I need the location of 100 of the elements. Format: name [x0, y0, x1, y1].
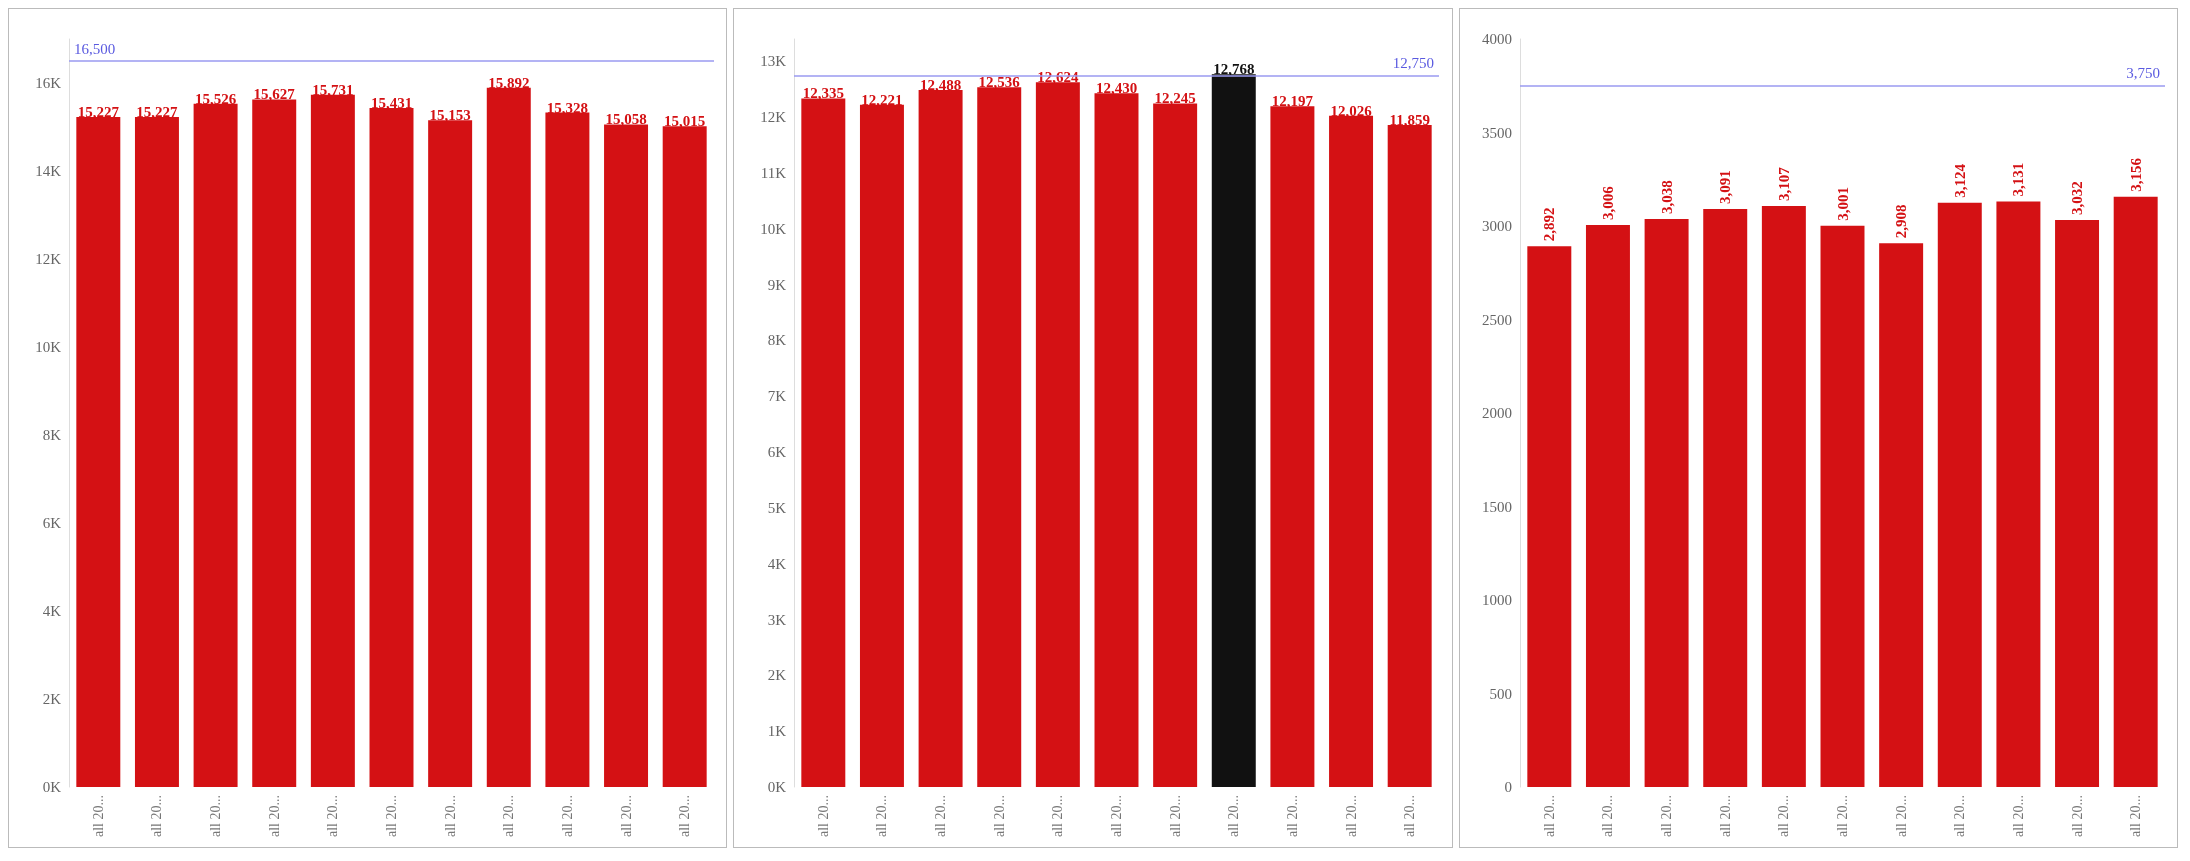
x-tick-label: all 20...: [1285, 795, 1301, 837]
data-label: 12,536: [978, 74, 1021, 91]
data-label: 11,859: [1389, 112, 1431, 129]
y-tick-label: 9K: [767, 276, 787, 293]
x-tick-label: all 20...: [1893, 795, 1909, 837]
y-tick-label: 4000: [1481, 31, 1512, 47]
y-tick-label: 1000: [1481, 592, 1512, 608]
y-tick-label: 10K: [760, 220, 787, 237]
y-tick-label: 2500: [1481, 311, 1512, 328]
data-label: 12,430: [1096, 80, 1138, 97]
x-tick-label: all 20...: [325, 795, 341, 837]
bar: [1153, 103, 1198, 787]
y-tick-label: 3000: [1481, 218, 1512, 234]
bar: [801, 98, 846, 787]
y-tick-label: 0K: [767, 779, 787, 795]
data-label: 3,001: [1834, 187, 1851, 221]
data-label: 15,227: [136, 104, 179, 121]
data-label: 2,908: [1892, 204, 1909, 239]
y-tick-label: 8K: [767, 332, 787, 349]
data-label: 15,015: [664, 113, 706, 130]
y-tick-label: 11K: [761, 164, 787, 181]
y-tick-label: 3K: [767, 611, 787, 628]
data-label: 15,627: [253, 86, 296, 103]
y-tick-label: 16K: [35, 75, 62, 91]
x-tick-label: all 20...: [2127, 795, 2143, 837]
ref-line-label: 3,750: [2125, 65, 2160, 82]
x-tick-label: all 20...: [2010, 795, 2026, 837]
bar: [977, 87, 1022, 787]
x-tick-label: all 20...: [442, 795, 458, 837]
data-label: 3,032: [2068, 181, 2085, 216]
data-label: 12,197: [1272, 93, 1314, 110]
x-tick-label: all 20...: [618, 795, 634, 837]
x-tick-label: all 20...: [384, 795, 399, 837]
y-tick-label: 500: [1489, 685, 1512, 702]
x-tick-label: all 20...: [1658, 795, 1674, 837]
x-tick-label: all 20...: [816, 795, 832, 837]
data-label: 12,488: [920, 76, 962, 93]
bar: [918, 89, 963, 787]
x-tick-label: all 20...: [1226, 795, 1242, 837]
x-tick-label: all 20...: [1834, 795, 1850, 837]
x-tick-label: all 20...: [1776, 795, 1792, 837]
y-tick-label: 1500: [1481, 498, 1512, 515]
data-label: 12,624: [1037, 69, 1080, 86]
x-tick-label: all 20...: [1951, 795, 1967, 837]
data-label: 12,335: [803, 85, 845, 102]
bar: [1212, 74, 1257, 787]
bar: [1329, 115, 1374, 787]
y-tick-label: 3500: [1481, 124, 1512, 141]
x-tick-label: all 20...: [149, 795, 165, 837]
data-label: 3,131: [2010, 162, 2027, 197]
y-tick-label: 4K: [767, 555, 787, 572]
x-tick-label: all 20...: [1541, 795, 1557, 837]
y-tick-label: 13K: [760, 53, 787, 70]
data-label: 3,038: [1658, 180, 1675, 214]
data-label: 15,431: [370, 95, 413, 112]
data-label: 12,768: [1213, 61, 1255, 78]
data-label: 3,006: [1599, 185, 1616, 220]
y-tick-label: 10K: [35, 339, 62, 355]
y-tick-label: 14K: [35, 163, 62, 179]
x-tick-label: all 20...: [1050, 795, 1066, 837]
y-tick-label: 1K: [767, 723, 787, 740]
data-label: 3,091: [1716, 170, 1733, 204]
x-tick-label: all 20...: [677, 795, 693, 837]
data-label: 15,892: [488, 74, 530, 91]
bar: [1270, 106, 1315, 787]
x-tick-label: all 20...: [501, 795, 517, 837]
data-label: 12,026: [1330, 102, 1373, 119]
data-label: 3,124: [1951, 163, 1968, 198]
data-label: 15,058: [605, 111, 647, 128]
ref-line-label: 12,750: [1393, 54, 1435, 71]
y-tick-label: 2K: [767, 667, 787, 684]
x-tick-label: all 20...: [1717, 795, 1733, 837]
bar: [1094, 93, 1139, 787]
data-label: 15,153: [429, 107, 471, 124]
data-label: 15,227: [77, 104, 120, 121]
x-tick-label: all 20...: [559, 795, 575, 837]
y-tick-label: 8K: [42, 427, 62, 443]
data-label: 12,221: [861, 91, 903, 108]
x-tick-label: all 20...: [1343, 795, 1359, 837]
x-tick-label: all 20...: [90, 795, 106, 837]
x-tick-label: all 20...: [1402, 795, 1418, 837]
x-tick-label: all 20...: [2069, 795, 2085, 837]
y-tick-label: 12K: [760, 109, 787, 126]
data-label: 15,731: [312, 81, 354, 98]
y-tick-label: 4K: [42, 603, 62, 619]
x-tick-label: all 20...: [992, 795, 1008, 837]
y-tick-label: 5K: [767, 499, 787, 516]
data-label: 2,892: [1540, 207, 1557, 242]
data-label: 12,245: [1154, 90, 1197, 107]
x-tick-label: all 20...: [1167, 795, 1183, 837]
y-tick-label: 7K: [767, 388, 787, 405]
x-tick-label: all 20...: [933, 795, 949, 837]
data-label: 3,107: [1775, 166, 1792, 201]
data-label: 3,156: [2127, 157, 2144, 192]
y-tick-label: 6K: [767, 444, 787, 461]
x-tick-label: all 20...: [1109, 795, 1125, 837]
y-tick-label: 6K: [42, 515, 62, 531]
y-tick-label: 0: [1504, 779, 1512, 795]
data-label: 15,526: [194, 90, 237, 107]
bar: [1388, 125, 1432, 787]
